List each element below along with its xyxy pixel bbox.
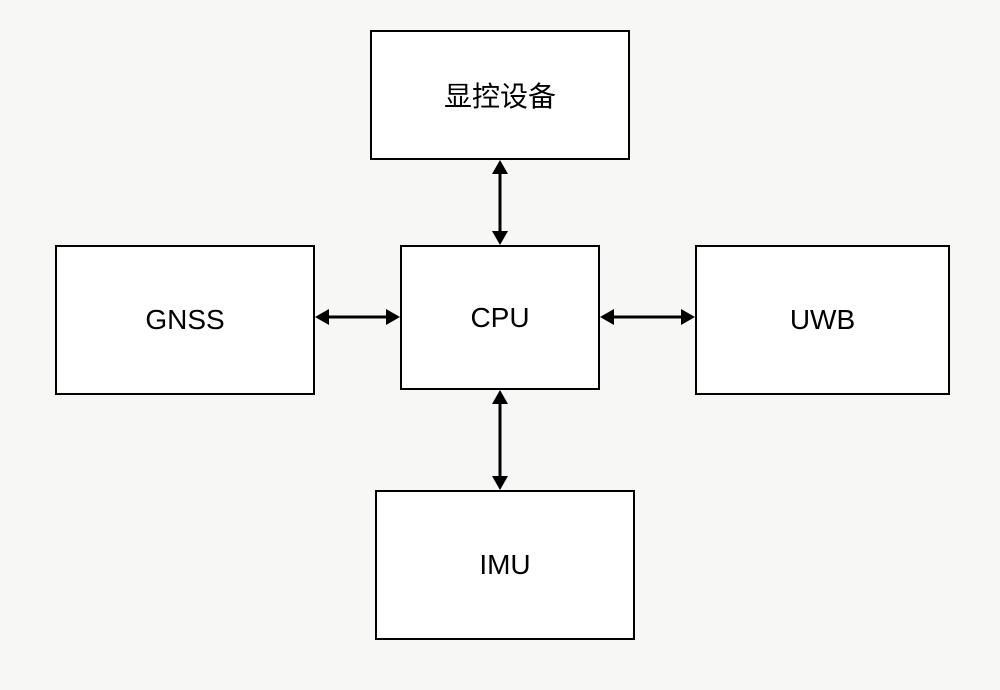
node-left-label: GNSS (145, 304, 224, 336)
arrow-top-center (490, 160, 510, 245)
node-top: 显控设备 (370, 30, 630, 160)
node-bottom-label: IMU (479, 549, 530, 581)
arrow-bottom-center (490, 390, 510, 490)
arrow-right-center (600, 307, 695, 327)
node-center-label: CPU (470, 302, 529, 334)
node-right: UWB (695, 245, 950, 395)
node-bottom: IMU (375, 490, 635, 640)
arrow-left-center (315, 307, 400, 327)
node-top-label: 显控设备 (444, 75, 556, 115)
node-center: CPU (400, 245, 600, 390)
node-right-label: UWB (790, 304, 855, 336)
node-left: GNSS (55, 245, 315, 395)
